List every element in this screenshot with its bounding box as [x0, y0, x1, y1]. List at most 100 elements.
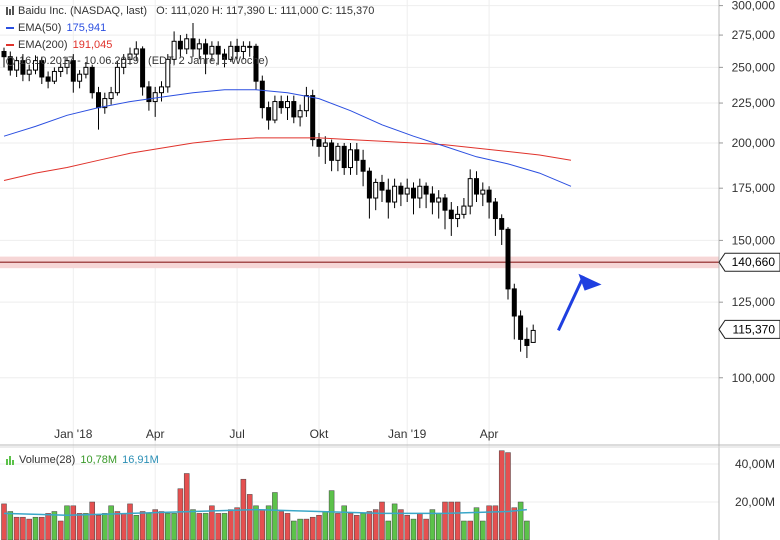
candle-body — [234, 45, 240, 52]
ema50-legend: EMA(50) 175,941 — [6, 22, 106, 34]
volume-bar — [228, 509, 234, 540]
arrow-head — [578, 273, 602, 291]
volume-bar — [190, 509, 196, 540]
volume-bar — [221, 513, 228, 540]
candle-body — [423, 185, 429, 195]
candle-body — [354, 149, 360, 161]
volume-bar — [379, 501, 385, 540]
candle-body — [266, 107, 272, 121]
volume-bar — [253, 505, 259, 540]
x-tick-label: Apr — [146, 427, 165, 441]
volume-bar — [133, 515, 140, 540]
candle-body — [127, 53, 133, 60]
volume-bar — [354, 515, 360, 540]
volume-bar — [45, 513, 51, 540]
volume-bar — [278, 511, 284, 540]
x-tick-label: Apr — [480, 427, 499, 441]
candle-body — [329, 142, 335, 161]
volume-bar — [32, 516, 39, 540]
volume-bar — [246, 494, 253, 540]
candle-body — [341, 145, 347, 169]
volume-bar — [139, 511, 146, 540]
volume-bar — [429, 509, 436, 540]
candle-body — [64, 60, 70, 68]
candle-body — [285, 101, 290, 109]
volume-value-2: 16,91M — [122, 454, 159, 467]
y-tick-label: 175,000 — [732, 181, 776, 195]
candle-body — [70, 60, 76, 82]
candle-body — [442, 197, 448, 211]
volume-bar — [435, 513, 442, 540]
volume-bar — [347, 513, 354, 540]
candle-body — [1, 50, 7, 58]
candle-body — [203, 43, 209, 55]
volume-bar — [442, 501, 448, 540]
volume-bar — [127, 503, 133, 540]
candle-body — [39, 60, 45, 78]
volume-bar — [7, 511, 14, 540]
instrument-title: Baidu Inc. (NASDAQ, last) — [18, 5, 147, 18]
candle-body — [499, 218, 505, 230]
candle-body — [398, 185, 404, 195]
volume-bar — [492, 505, 499, 540]
y-tick-label: 300,000 — [732, 0, 776, 13]
volume-bar — [524, 520, 530, 540]
candle-body — [486, 189, 492, 203]
volume-bar — [303, 518, 310, 540]
volume-bar — [95, 515, 102, 540]
volume-bar — [165, 513, 171, 540]
candle-body — [360, 159, 366, 172]
price-tag: 140,660 — [718, 252, 780, 272]
y-tick-label: 200,000 — [732, 136, 776, 150]
candle-body — [291, 101, 297, 118]
price-tag-box — [718, 252, 780, 272]
volume-bar — [57, 520, 64, 540]
ema50-line — [3, 89, 572, 187]
x-tick-label: Jan '19 — [388, 427, 427, 441]
volume-bar — [215, 513, 221, 540]
candle-body — [159, 86, 164, 94]
volume-bar — [511, 507, 518, 540]
volume-bar — [316, 515, 322, 540]
candle-body — [474, 178, 479, 195]
candle-body — [348, 149, 353, 169]
candle-body — [480, 189, 486, 195]
candle-body — [436, 197, 442, 203]
candle-body — [379, 181, 385, 191]
volume-bar — [102, 513, 108, 540]
volume-bar — [177, 488, 184, 540]
ema-lines — [3, 89, 572, 187]
candle-body — [461, 205, 467, 215]
candle-body — [152, 92, 158, 103]
volume-bar — [391, 503, 398, 540]
volume-bar — [486, 505, 492, 540]
volume-bar — [498, 450, 505, 540]
candle-body — [190, 38, 196, 50]
settings-icon[interactable] — [6, 6, 14, 16]
clock-icon — [6, 56, 15, 66]
candle-body — [404, 187, 410, 195]
volume-bar — [39, 516, 45, 540]
volume-bar — [448, 501, 455, 540]
volume-bar — [13, 516, 20, 540]
candle-body — [51, 70, 57, 82]
x-tick-label: Okt — [310, 427, 329, 441]
candle-body — [209, 45, 215, 55]
candle-body — [171, 40, 177, 60]
volume-bar — [89, 501, 95, 540]
volume-bar — [265, 505, 272, 540]
candle-body — [196, 43, 202, 50]
candle-body — [411, 187, 416, 199]
volume-bar — [517, 501, 524, 540]
candle-body — [14, 60, 20, 71]
ohlc-values: O: 111,020 H: 117,390 L: 111,000 C: 115,… — [156, 5, 375, 18]
candle-body — [278, 101, 284, 109]
ema50-swatch — [6, 27, 14, 30]
candle-body — [114, 66, 120, 94]
chart-title-legend: Baidu Inc. (NASDAQ, last) O: 111,020 H: … — [6, 5, 374, 17]
volume-tick-label: 20,00M — [735, 495, 775, 509]
candle-body — [297, 110, 303, 118]
volume-bar — [202, 513, 209, 540]
candle-body — [247, 45, 253, 48]
